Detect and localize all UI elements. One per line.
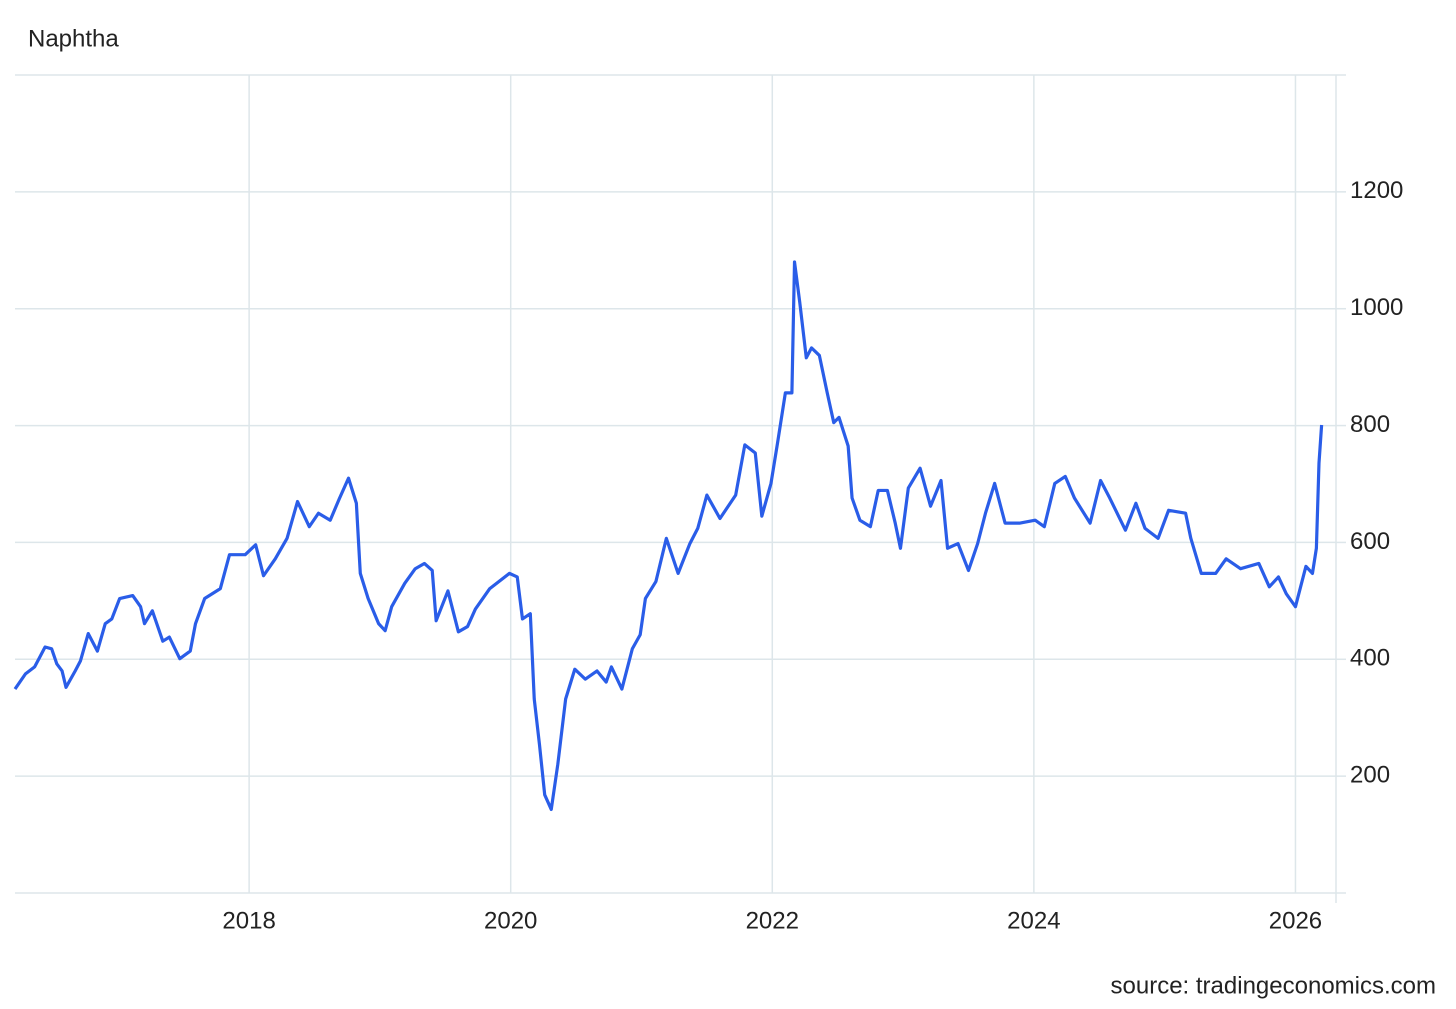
source-note: source: tradingeconomics.com [1111,972,1436,999]
x-tick-label: 2024 [1007,907,1060,934]
x-tick-label: 2020 [484,907,537,934]
y-tick-label: 400 [1350,645,1390,672]
x-tick-label: 2018 [222,907,275,934]
y-tick-label: 1000 [1350,294,1403,321]
x-tick-label: 2022 [746,907,799,934]
data-line [13,260,1324,812]
chart-title: Naphtha [28,25,119,52]
y-tick-label: 200 [1350,761,1390,788]
y-tick-label: 800 [1350,411,1390,438]
plot-frame [15,74,1346,903]
y-tick-label: 600 [1350,528,1390,555]
x-tick-label: 2026 [1269,907,1322,934]
y-tick-label: 1200 [1350,177,1403,204]
